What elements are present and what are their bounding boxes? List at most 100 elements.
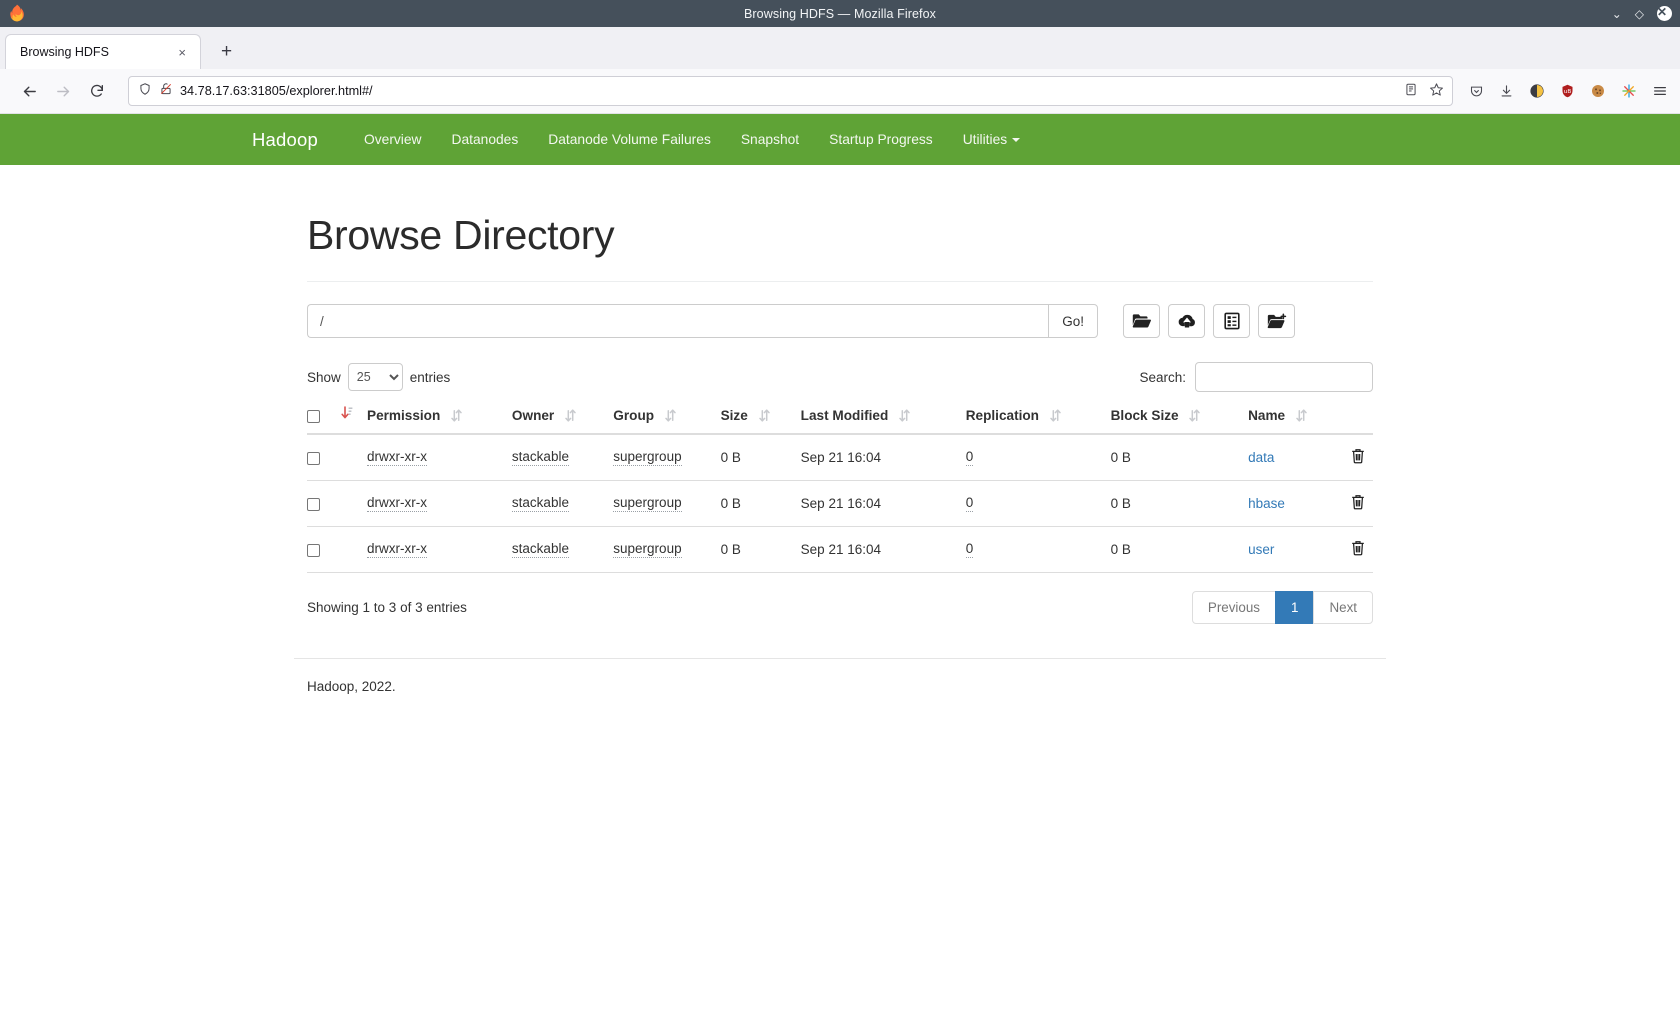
- column-header-last-modified[interactable]: Last Modified: [801, 406, 966, 434]
- hadoop-navbar: Hadoop Overview Datanodes Datanode Volum…: [0, 114, 1680, 165]
- nav-item-overview[interactable]: Overview: [349, 132, 437, 147]
- maximize-icon[interactable]: ◇: [1635, 8, 1644, 20]
- cell-block-size: 0 B: [1111, 434, 1248, 481]
- nav-item-snapshot[interactable]: Snapshot: [726, 132, 814, 147]
- nav-item-datanodes[interactable]: Datanodes: [437, 132, 534, 147]
- url-text[interactable]: 34.78.17.63:31805/explorer.html#/: [180, 84, 1397, 98]
- cell-size: 0 B: [721, 481, 801, 527]
- select-all-header[interactable]: [307, 406, 341, 434]
- row-checkbox[interactable]: [307, 544, 320, 557]
- permission-value: drwxr-xr-x: [367, 541, 427, 558]
- column-header-size[interactable]: Size: [721, 406, 801, 434]
- row-checkbox[interactable]: [307, 452, 320, 465]
- column-header-block-size[interactable]: Block Size: [1111, 406, 1248, 434]
- sort-desc-active-icon: [341, 406, 353, 420]
- cell-name[interactable]: data: [1248, 434, 1342, 481]
- cell-delete[interactable]: [1342, 481, 1373, 527]
- pagination-page-1[interactable]: 1: [1275, 591, 1314, 624]
- cell-replication: 0: [966, 481, 1111, 527]
- cell-name[interactable]: user: [1248, 527, 1342, 573]
- column-header-replication[interactable]: Replication: [966, 406, 1111, 434]
- row-select-cell[interactable]: [307, 434, 341, 481]
- search-control: Search:: [1139, 362, 1373, 392]
- directory-action-buttons: [1123, 304, 1295, 338]
- cell-permission: drwxr-xr-x: [367, 481, 512, 527]
- nav-item-startup-progress[interactable]: Startup Progress: [814, 132, 948, 147]
- reload-icon[interactable]: [80, 76, 114, 106]
- file-name-link[interactable]: user: [1248, 542, 1274, 557]
- file-name-link[interactable]: hbase: [1248, 496, 1285, 511]
- colorzilla-icon[interactable]: [1621, 83, 1637, 99]
- hadoop-brand[interactable]: Hadoop: [252, 129, 318, 151]
- cell-delete[interactable]: [1342, 527, 1373, 573]
- owner-value: stackable: [512, 541, 569, 558]
- shield-icon[interactable]: [138, 82, 152, 101]
- url-bar[interactable]: 34.78.17.63:31805/explorer.html#/: [128, 76, 1453, 106]
- column-header-name[interactable]: Name: [1248, 406, 1342, 434]
- window-controls: ⌄ ◇ ✕: [1612, 0, 1672, 27]
- table-row[interactable]: drwxr-xr-x stackable supergroup 0 B Sep …: [307, 434, 1373, 481]
- row-spacer-cell: [341, 481, 367, 527]
- path-input[interactable]: [307, 304, 1048, 338]
- cell-permission: drwxr-xr-x: [367, 527, 512, 573]
- new-tab-icon[interactable]: +: [221, 41, 232, 63]
- nav-item-utilities[interactable]: Utilities: [948, 132, 1035, 147]
- trash-icon[interactable]: [1351, 494, 1365, 513]
- cell-group: supergroup: [613, 481, 720, 527]
- row-checkbox[interactable]: [307, 498, 320, 511]
- sort-column-header[interactable]: [341, 406, 367, 434]
- table-header: Permission Owner Group Size: [307, 406, 1373, 434]
- trash-icon[interactable]: [1351, 448, 1365, 467]
- file-name-link[interactable]: data: [1248, 450, 1274, 465]
- close-icon[interactable]: ✕: [1657, 6, 1672, 21]
- pagination-next[interactable]: Next: [1313, 591, 1373, 624]
- sort-icon: [1296, 409, 1307, 425]
- trash-icon[interactable]: [1351, 540, 1365, 559]
- go-button[interactable]: Go!: [1048, 304, 1098, 338]
- table-row[interactable]: drwxr-xr-x stackable supergroup 0 B Sep …: [307, 481, 1373, 527]
- search-input[interactable]: [1195, 362, 1373, 392]
- dark-reader-icon[interactable]: [1529, 83, 1545, 99]
- table-body: drwxr-xr-x stackable supergroup 0 B Sep …: [307, 434, 1373, 573]
- create-directory-button[interactable]: [1258, 304, 1295, 338]
- pocket-icon[interactable]: [1469, 84, 1484, 99]
- browser-tab[interactable]: Browsing HDFS ×: [5, 34, 201, 69]
- column-header-permission[interactable]: Permission: [367, 406, 512, 434]
- cell-group: supergroup: [613, 527, 720, 573]
- reader-view-icon[interactable]: [1404, 82, 1418, 100]
- cookie-icon[interactable]: [1590, 83, 1606, 99]
- extension-toolbar: uB: [1465, 83, 1668, 99]
- star-icon[interactable]: [1429, 82, 1444, 100]
- row-spacer-cell: [341, 434, 367, 481]
- column-label-permission: Permission: [367, 408, 440, 423]
- browse-folder-button[interactable]: [1123, 304, 1160, 338]
- column-label-owner: Owner: [512, 408, 554, 423]
- downloads-icon[interactable]: [1499, 84, 1514, 99]
- minimize-icon[interactable]: ⌄: [1612, 8, 1622, 20]
- cell-delete[interactable]: [1342, 434, 1373, 481]
- window-titlebar: Browsing HDFS — Mozilla Firefox ⌄ ◇ ✕: [0, 0, 1680, 27]
- broken-lock-icon[interactable]: [159, 82, 173, 101]
- cut-paste-button[interactable]: [1213, 304, 1250, 338]
- cell-size: 0 B: [721, 527, 801, 573]
- cell-name[interactable]: hbase: [1248, 481, 1342, 527]
- hamburger-menu-icon[interactable]: [1652, 83, 1668, 99]
- back-icon[interactable]: [12, 76, 46, 106]
- page-length-select[interactable]: 25 50 100: [348, 363, 403, 391]
- pagination-previous[interactable]: Previous: [1192, 591, 1276, 624]
- nav-item-datanode-volume-failures[interactable]: Datanode Volume Failures: [533, 132, 726, 147]
- column-header-group[interactable]: Group: [613, 406, 720, 434]
- upload-file-button[interactable]: [1168, 304, 1205, 338]
- column-label-replication: Replication: [966, 408, 1039, 423]
- column-header-owner[interactable]: Owner: [512, 406, 613, 434]
- table-row[interactable]: drwxr-xr-x stackable supergroup 0 B Sep …: [307, 527, 1373, 573]
- replication-value: 0: [966, 495, 974, 512]
- pagination: Previous 1 Next: [1192, 591, 1373, 624]
- path-toolbar: Go!: [307, 304, 1373, 338]
- row-select-cell[interactable]: [307, 527, 341, 573]
- ublock-origin-icon[interactable]: uB: [1560, 83, 1575, 99]
- cell-last-modified: Sep 21 16:04: [801, 481, 966, 527]
- tab-close-icon[interactable]: ×: [174, 45, 190, 60]
- row-select-cell[interactable]: [307, 481, 341, 527]
- select-all-checkbox[interactable]: [307, 410, 320, 423]
